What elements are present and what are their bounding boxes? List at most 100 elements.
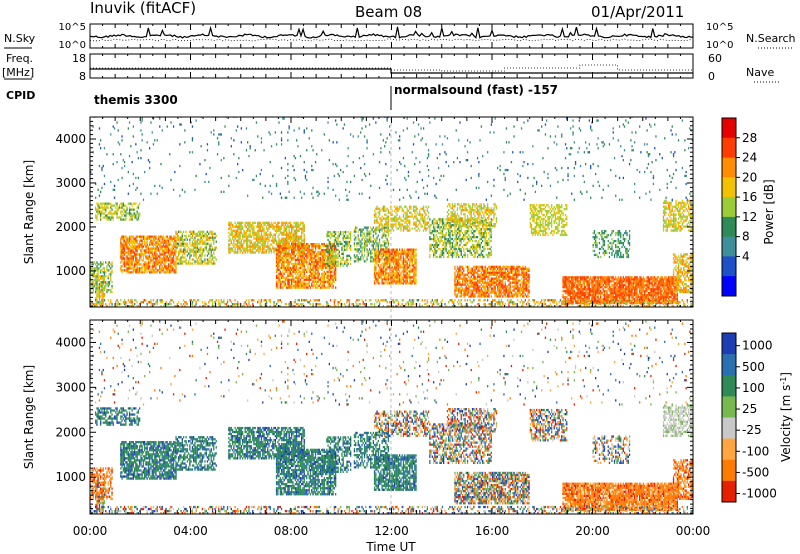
power-cell <box>278 227 280 230</box>
power-cell <box>404 250 406 253</box>
power-cell <box>470 213 472 216</box>
power-cell <box>490 213 492 216</box>
power-cell <box>476 228 479 231</box>
power-cell <box>181 232 183 235</box>
power-cell <box>293 243 295 246</box>
power-cell <box>230 249 232 252</box>
power-cell <box>329 252 332 256</box>
power-cell <box>263 231 265 234</box>
power-cell <box>137 263 139 266</box>
power-cell <box>248 223 250 226</box>
power-cell <box>394 252 396 255</box>
power-cell <box>278 276 280 279</box>
power-cell <box>370 226 372 229</box>
power-cell <box>141 253 143 256</box>
power-cell <box>373 256 376 259</box>
power-cell <box>108 218 111 221</box>
nsky-label: N.Sky <box>4 32 36 45</box>
power-cell <box>465 236 467 239</box>
power-cell <box>464 220 466 223</box>
power-cell <box>90 277 92 280</box>
power-cell <box>294 237 297 240</box>
power-cell <box>161 251 163 254</box>
power-cell <box>350 262 352 265</box>
power-cell <box>353 242 356 245</box>
power-cell <box>335 238 337 242</box>
power-cell <box>96 265 98 268</box>
power-cell <box>130 218 132 221</box>
power-cell <box>135 271 137 274</box>
power-cell <box>299 250 302 254</box>
power-cell <box>235 239 237 242</box>
power-cell <box>272 245 274 248</box>
power-cell <box>286 233 288 236</box>
power-cell <box>468 219 470 222</box>
power-cell <box>278 264 280 268</box>
power-cell <box>291 247 293 250</box>
power-cell <box>179 252 181 255</box>
power-cell <box>483 223 485 226</box>
power-cell <box>287 262 289 266</box>
power-cell <box>291 262 293 266</box>
power-cell <box>394 264 396 267</box>
power-cell <box>389 264 391 267</box>
power-cell <box>463 221 465 224</box>
power-cell <box>487 255 489 259</box>
power-cell <box>110 279 112 282</box>
power-cell <box>130 267 132 270</box>
power-cell <box>433 253 435 257</box>
power-cell <box>165 239 167 242</box>
power-cell <box>244 235 246 238</box>
power-cell <box>313 256 315 260</box>
power-cell <box>239 233 241 236</box>
power-cell <box>200 236 202 239</box>
power-cell <box>311 243 313 246</box>
power-cell <box>122 249 124 252</box>
power-cell <box>111 271 113 274</box>
power-cell <box>335 232 337 236</box>
power-cell <box>264 249 266 252</box>
power-cell <box>270 239 273 242</box>
power-cell <box>414 205 416 208</box>
power-cell <box>392 256 395 259</box>
power-cell <box>370 236 372 239</box>
power-cell <box>380 221 382 224</box>
power-cell <box>280 227 283 230</box>
power-cell <box>443 220 445 223</box>
power-cell <box>308 262 310 266</box>
power-cell <box>279 241 281 244</box>
power-cell <box>209 236 211 239</box>
power-cell <box>132 247 134 250</box>
power-cell <box>249 249 251 252</box>
power-cell <box>146 235 148 238</box>
power-cell <box>121 214 123 217</box>
power-cell <box>454 267 456 270</box>
power-cell <box>255 235 258 238</box>
power-cell <box>479 230 481 233</box>
power-cell <box>358 244 361 247</box>
power-cell <box>105 208 107 211</box>
power-cell <box>103 285 106 288</box>
power-cell <box>392 250 395 253</box>
power-cell <box>127 251 129 254</box>
power-cell <box>341 242 343 246</box>
power-cell <box>296 237 298 240</box>
power-cell <box>298 229 300 232</box>
power-cell <box>90 269 92 272</box>
power-cell <box>363 244 366 247</box>
power-cell <box>395 276 397 279</box>
power-cell <box>130 255 132 258</box>
power-cell <box>377 228 379 231</box>
power-cell <box>335 256 337 260</box>
power-cell <box>136 259 138 262</box>
power-cell <box>162 257 165 260</box>
power-cell <box>337 244 339 248</box>
power-cell <box>244 221 246 224</box>
power-cell <box>324 254 327 258</box>
power-cell <box>385 254 387 257</box>
power-cell <box>456 243 459 247</box>
power-cell <box>136 253 138 256</box>
power-cell <box>324 248 327 252</box>
power-cell <box>294 270 297 273</box>
power-cell <box>177 258 180 261</box>
